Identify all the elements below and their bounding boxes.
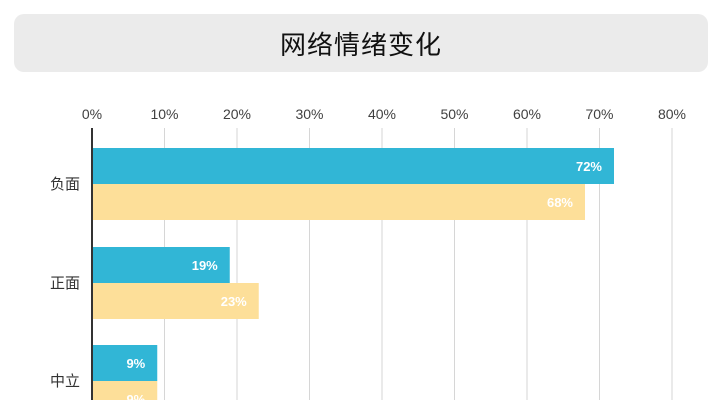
x-tick-label: 40% <box>368 106 396 122</box>
bar-value-label: 9% <box>126 392 145 400</box>
bar-value-label: 9% <box>126 356 145 371</box>
bar <box>92 283 259 319</box>
bar-layer: 72% 68% 19% 23% 9% 9% <box>92 148 614 400</box>
x-tick-label: 80% <box>658 106 686 122</box>
category-label: 负面 <box>50 175 80 193</box>
x-tick-label: 70% <box>585 106 613 122</box>
x-tick-label: 30% <box>295 106 323 122</box>
x-tick-label: 50% <box>440 106 468 122</box>
title-band: 网络情绪变化 <box>14 14 708 72</box>
bar <box>92 345 158 381</box>
category-label: 中立 <box>50 372 80 390</box>
chart-title: 网络情绪变化 <box>279 30 442 61</box>
category-label: 正面 <box>50 274 80 292</box>
bar <box>92 247 230 283</box>
bar <box>92 184 585 220</box>
bar-value-label: 23% <box>221 294 247 309</box>
bar <box>92 148 614 184</box>
bar-value-label: 19% <box>192 258 218 273</box>
x-tick-label: 10% <box>150 106 178 122</box>
x-tick-label: 20% <box>223 106 251 122</box>
bar-value-label: 68% <box>547 195 573 210</box>
bar <box>92 381 158 400</box>
tick-label-layer: 0% 10% 20% 30% 40% 50% 60% 70% 80% <box>82 106 686 122</box>
bar-value-label: 72% <box>576 159 602 174</box>
x-tick-label: 0% <box>82 106 102 122</box>
x-tick-label: 60% <box>513 106 541 122</box>
